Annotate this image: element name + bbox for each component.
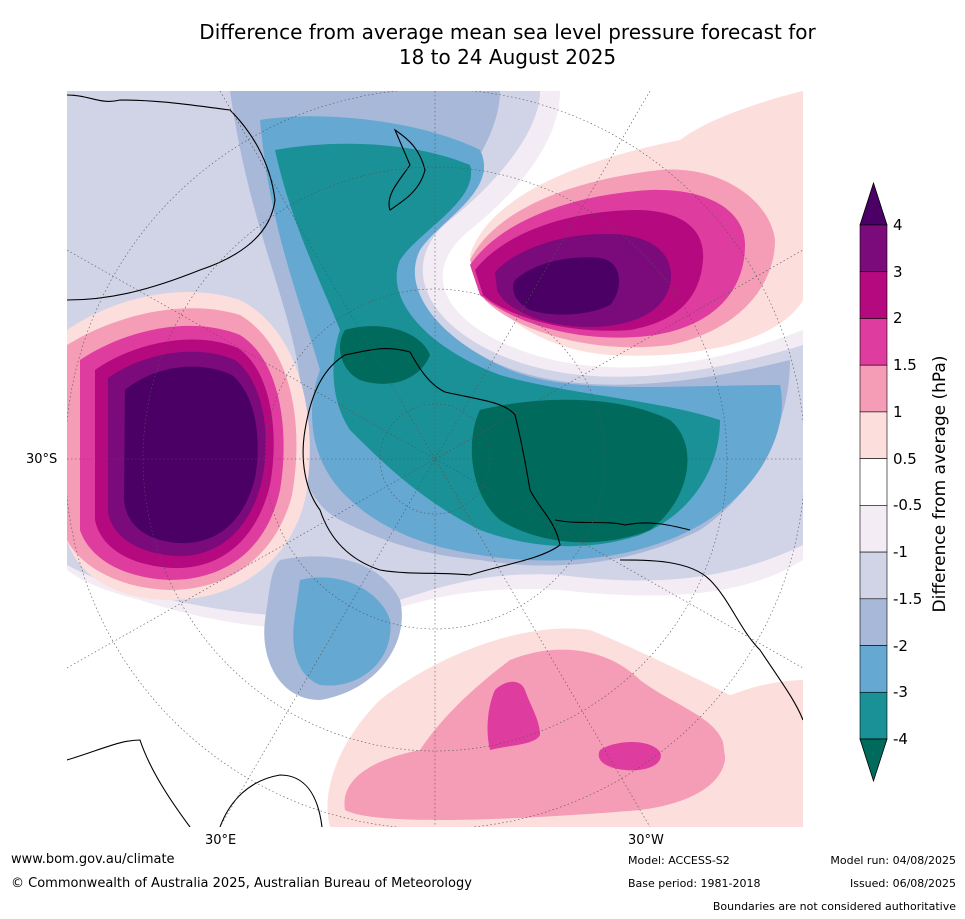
model-name: Model: ACCESS-S2 — [628, 854, 730, 867]
colorbar-tick-label: -1.5 — [893, 589, 923, 608]
colorbar-tick-label: -0.5 — [893, 496, 923, 515]
south-america-coastline — [619, 559, 803, 721]
colorbar-tick-label: 2 — [893, 309, 903, 328]
model-run-date: Model run: 04/08/2025 — [830, 854, 956, 867]
high-anomaly-southern-indian-ocean — [124, 366, 258, 544]
map-field — [67, 91, 803, 827]
colorbar-tick-label: -4 — [893, 730, 908, 748]
graticule — [67, 91, 803, 827]
colorbar-tick-label: 1.5 — [893, 356, 917, 375]
antarctic-peninsula-coastline — [554, 519, 691, 531]
neg-anomaly-topleft — [67, 91, 293, 250]
low-anomaly-west-antarctica-core — [340, 326, 430, 384]
southern-africa-coastline — [219, 774, 323, 827]
positive-anomaly-south-america-atlantic — [487, 681, 540, 750]
africa-coastline — [67, 739, 191, 827]
antarctica-coastline — [302, 348, 561, 576]
colorbar-tick-label: -2 — [893, 636, 908, 655]
lon-label-30e: 30°E — [205, 833, 237, 848]
colorbar-tick-label: 4 — [893, 216, 903, 234]
base-period: Base period: 1981-2018 — [628, 877, 761, 890]
lat-label-30s: 30°S — [26, 452, 58, 467]
colorbar-label: Difference from average (hPa) — [930, 355, 950, 613]
high-anomaly-south-pacific — [513, 257, 620, 315]
colorbar-tick-label: 3 — [893, 262, 903, 281]
boundaries-disclaimer: Boundaries are not considered authoritat… — [712, 900, 956, 913]
colorbar-tick-label: -1 — [893, 543, 908, 562]
colorbar-tick-label: 0.5 — [893, 449, 917, 468]
low-anomaly-antarctica-pacific-sector — [471, 399, 688, 543]
pos-anomaly-north-atlantic-edge — [720, 680, 803, 827]
colorbar-tick-label: 1 — [893, 402, 903, 421]
australia-coastline — [67, 94, 276, 301]
chart-title: Difference from average mean sea level p… — [0, 20, 965, 70]
lon-label-30w: 30°W — [628, 833, 664, 848]
title-line-2: 18 to 24 August 2025 — [398, 45, 617, 69]
neg-anomaly-southern-atlantic-core — [293, 577, 391, 686]
website-link[interactable]: www.bom.gov.au/climate — [11, 852, 175, 867]
copyright-text: © Commonwealth of Australia 2025, Austra… — [11, 876, 472, 891]
colorbar-tick-label: -3 — [893, 683, 908, 702]
new-zealand-coastline — [388, 128, 426, 211]
coastlines — [67, 94, 803, 827]
title-line-1: Difference from average mean sea level p… — [199, 20, 816, 44]
issued-date: Issued: 06/08/2025 — [849, 877, 956, 890]
